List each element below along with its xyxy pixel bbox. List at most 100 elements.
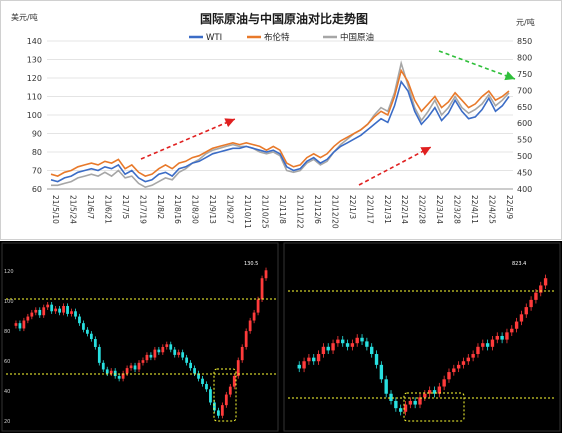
candle-body (297, 364, 301, 369)
candle-body (514, 321, 519, 329)
candle-body (54, 308, 58, 312)
candle-body (307, 357, 311, 362)
x-tick-label: 21/6/7 (86, 195, 95, 219)
x-tick-label: 21/11/22 (295, 195, 304, 229)
candle-body (456, 364, 461, 369)
x-tick-label: 21/8/16 (173, 195, 182, 224)
candle-body (345, 343, 350, 347)
candle-body (38, 309, 42, 316)
candle-body (228, 386, 232, 395)
x-tick-label: 22/1/31 (383, 195, 392, 224)
rising-trend-arrow (140, 118, 236, 160)
legend: WTI 布伦特 中国原油 (189, 32, 374, 43)
candle-body (78, 316, 81, 324)
candlestick-svg: 120 100 80 60 40 20 130.5 823.4 (1, 242, 561, 432)
x-tick-label: 21/10/25 (261, 195, 270, 229)
candle-body (141, 360, 145, 363)
highlight-box (213, 368, 237, 422)
candle-body (466, 357, 470, 362)
x-tick-label: 21/10/11 (243, 195, 252, 229)
candlestick-panels: 120 100 80 60 40 20 130.5 823.4 (0, 241, 562, 433)
candle-body (365, 341, 369, 347)
candle-body (408, 400, 413, 405)
candle-body (398, 408, 403, 412)
right-peak-label: 823.4 (512, 261, 526, 267)
candle-body (181, 352, 185, 358)
candle-body (539, 285, 543, 293)
left-tick-label: 60 (32, 185, 42, 194)
left-peak-label: 130.5 (244, 261, 258, 267)
x-tick-label: 21/9/27 (226, 195, 235, 224)
candle-body (510, 328, 514, 333)
right-tick-label: 750 (517, 70, 532, 79)
candle-body (209, 389, 212, 403)
x-tick-label: 22/2/28 (418, 195, 427, 224)
candle-body (185, 357, 189, 363)
candle-y-tick: 80 (4, 329, 10, 335)
series-line-wti (50, 79, 510, 183)
candle-body (437, 386, 442, 394)
candle-body (302, 361, 306, 369)
candle-body (252, 312, 256, 321)
x-tick-label: 21/7/5 (121, 195, 130, 219)
left-tick-label: 80 (32, 148, 42, 157)
candle-body (360, 337, 364, 342)
candle-body (213, 402, 216, 411)
x-tick-label: 22/3/14 (435, 195, 444, 224)
candle-body (82, 323, 85, 330)
candle-body (341, 339, 345, 344)
left-tick-label: 100 (27, 111, 42, 120)
candle-body (452, 368, 456, 373)
candle-body (125, 368, 129, 374)
candle-body (326, 346, 330, 351)
candle-body (117, 376, 121, 379)
candle-body (524, 307, 528, 315)
candle-body (173, 349, 177, 355)
left-tick-label: 120 (27, 74, 42, 83)
x-tick-label: 21/6/21 (103, 195, 112, 224)
series-line-china-crude (51, 60, 510, 189)
candle-body (461, 361, 466, 365)
candle-body (355, 337, 359, 344)
candle-body (157, 349, 161, 353)
x-tick-label: 21/5/10 (51, 195, 60, 224)
right-tick-label: 600 (517, 119, 532, 128)
candle-body (137, 362, 141, 370)
candle-body (413, 400, 417, 405)
candle-body (46, 304, 50, 308)
candle-body (177, 352, 181, 355)
left-tick-label: 90 (32, 130, 42, 139)
candle-body (18, 323, 22, 329)
candle-body (97, 346, 101, 363)
left-candle-panel (1, 242, 279, 432)
candle-body (129, 365, 133, 369)
candle-body (244, 331, 248, 347)
left-tick-label: 140 (27, 37, 42, 46)
candle-body (374, 354, 379, 365)
candle-body (389, 393, 393, 401)
legend-label: WTI (206, 33, 222, 43)
candle-body (248, 320, 252, 332)
candle-body (336, 339, 340, 344)
right-tick-label: 850 (517, 37, 532, 46)
right-tick-label: 650 (517, 103, 532, 112)
series-line-brent (50, 68, 510, 177)
x-tick-label: 21/8/30 (191, 195, 200, 224)
candle-body (58, 308, 62, 313)
candle-body (197, 373, 200, 379)
candle-body (423, 393, 427, 398)
candle-body (30, 312, 34, 317)
candle-body (161, 346, 165, 353)
candle-body (93, 339, 97, 347)
rising-trend-arrow (358, 146, 432, 186)
candle-body (105, 369, 109, 374)
candle-body (89, 333, 93, 340)
candle-body (201, 378, 204, 384)
candle-y-tick: 40 (4, 389, 10, 395)
legend-label: 中国原油 (340, 32, 374, 43)
candle-body (384, 379, 388, 394)
x-tick-label: 21/9/13 (208, 195, 217, 224)
x-tick-label: 21/5/24 (68, 195, 77, 224)
candle-body (169, 344, 173, 350)
x-tick-label: 22/1/3 (348, 195, 357, 219)
